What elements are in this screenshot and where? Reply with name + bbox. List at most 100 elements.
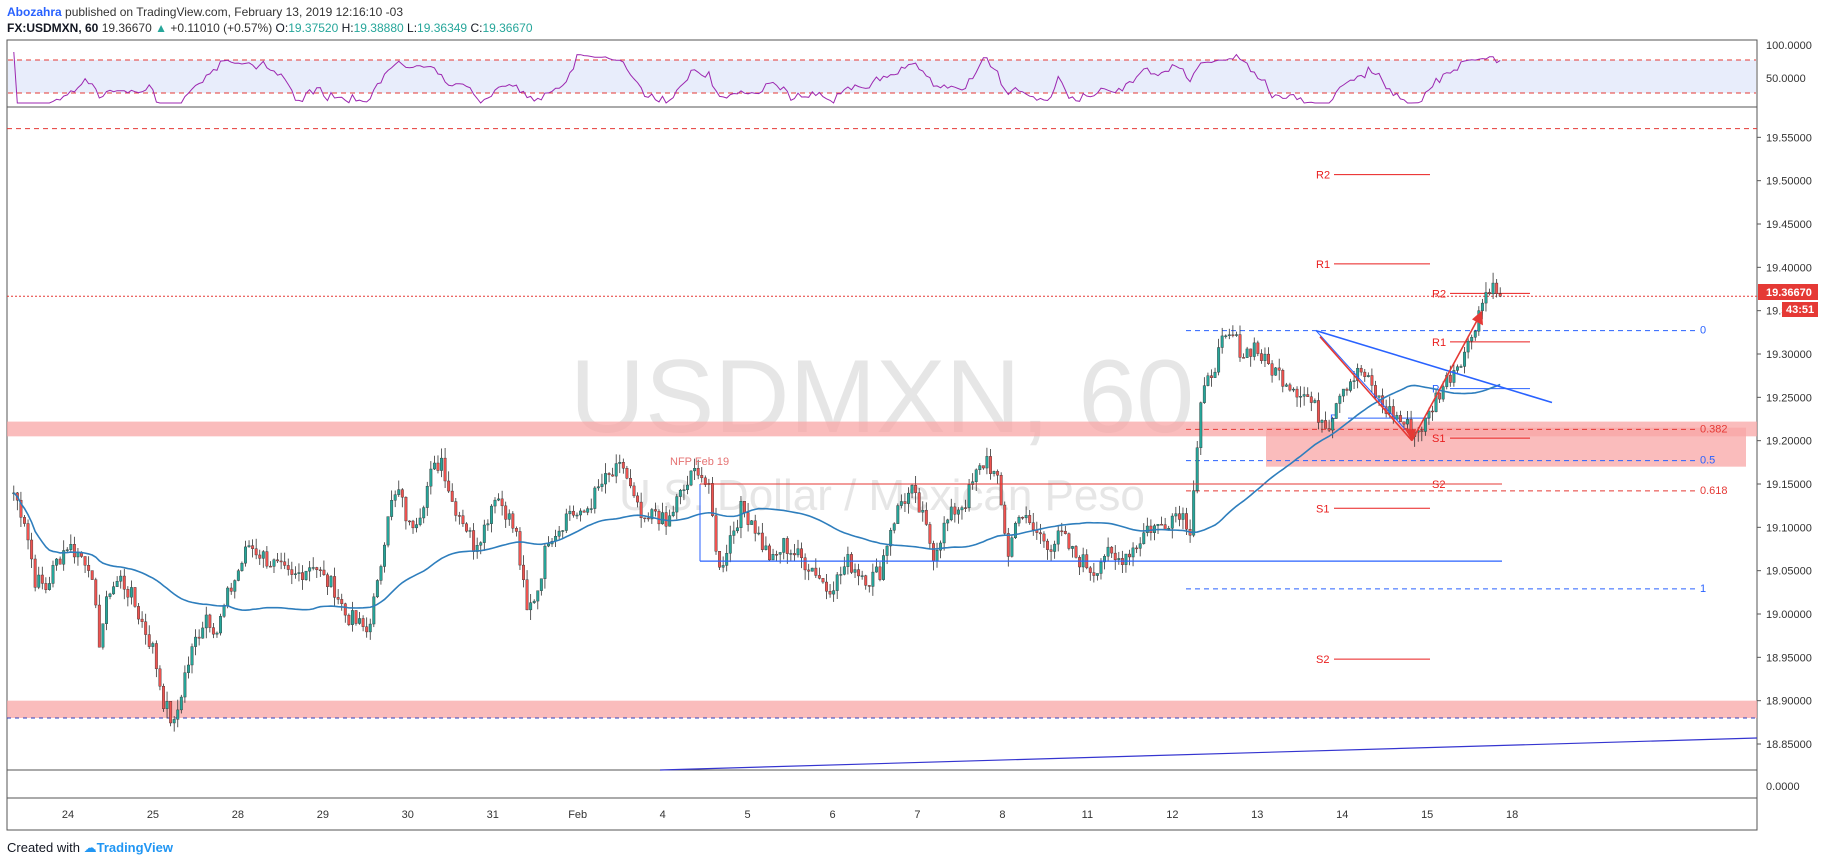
candle-body xyxy=(600,483,604,487)
candle-body xyxy=(632,485,636,497)
candle-body xyxy=(268,565,272,568)
nfp-annotation: NFP Feb 19 xyxy=(670,456,729,468)
candle-body xyxy=(440,457,443,471)
candles-layer xyxy=(12,272,1502,732)
candle-body xyxy=(561,530,565,532)
candle-body xyxy=(996,471,1000,476)
time-tick-label: 11 xyxy=(1082,809,1093,821)
candle-body xyxy=(333,576,337,598)
candle-body xyxy=(1359,367,1363,373)
candle-body xyxy=(1398,415,1402,422)
candle-body xyxy=(162,685,165,709)
candle-body xyxy=(1092,572,1096,576)
candle-body xyxy=(689,470,693,486)
candle-body xyxy=(1423,417,1427,432)
candle-body xyxy=(1299,395,1303,398)
candle-body xyxy=(1017,516,1021,524)
candle-body xyxy=(23,517,26,524)
candle-body xyxy=(511,513,515,529)
candle-body xyxy=(1470,337,1474,342)
candle-body xyxy=(172,719,176,724)
candle-body xyxy=(322,569,326,576)
time-tick-label: 31 xyxy=(487,809,499,821)
candle-body xyxy=(618,461,622,464)
candle-body xyxy=(522,564,525,580)
candle-body xyxy=(825,581,828,592)
candle-body xyxy=(72,544,76,558)
long-trendline xyxy=(659,737,1758,771)
candle-body xyxy=(211,627,215,635)
candle-body xyxy=(575,514,579,517)
candle-body xyxy=(596,486,600,489)
candle-body xyxy=(368,623,372,633)
candle-body xyxy=(892,523,896,531)
candle-body xyxy=(743,501,746,513)
zones-layer xyxy=(7,421,1757,718)
candle-body xyxy=(286,565,290,570)
candle-body xyxy=(308,567,312,572)
pivot-label: S1 xyxy=(1316,503,1329,515)
candle-body xyxy=(19,499,23,518)
candle-body xyxy=(393,494,397,501)
candle-body xyxy=(564,513,568,531)
candle-body xyxy=(1349,381,1352,391)
candle-body xyxy=(97,604,101,648)
candle-body xyxy=(404,496,408,522)
candle-body xyxy=(1060,530,1064,533)
candle-body xyxy=(718,551,722,568)
candle-body xyxy=(361,618,365,627)
candle-body xyxy=(479,542,483,546)
time-tick-label: 5 xyxy=(745,809,751,821)
candle-body xyxy=(276,559,280,562)
candle-body xyxy=(593,487,597,509)
candle-body xyxy=(1495,282,1499,294)
author-name[interactable]: Abozahra xyxy=(7,5,62,19)
candle-body xyxy=(1078,557,1082,568)
candle-body xyxy=(871,571,875,587)
candle-body xyxy=(105,596,108,624)
candle-body xyxy=(1341,388,1345,397)
candle-body xyxy=(1156,524,1160,526)
candle-body xyxy=(1327,428,1331,431)
volume-tick-0: 0.0000 xyxy=(1766,781,1800,793)
candle-body xyxy=(165,701,169,709)
candle-body xyxy=(1046,540,1049,550)
candle-body xyxy=(1174,513,1178,517)
candle-body xyxy=(1049,549,1053,552)
time-tick-label: 4 xyxy=(660,809,666,821)
candle-body xyxy=(981,465,985,469)
candle-body xyxy=(183,672,187,698)
candle-body xyxy=(144,621,148,635)
candle-body xyxy=(400,489,404,498)
candle-body xyxy=(914,485,918,493)
candle-body xyxy=(418,517,422,525)
candle-body xyxy=(1234,334,1238,336)
candle-body xyxy=(290,569,294,575)
candle-body xyxy=(579,510,583,516)
tradingview-link[interactable]: TradingView xyxy=(96,840,173,855)
candle-body xyxy=(87,565,91,571)
candle-body xyxy=(65,549,69,551)
candle-body xyxy=(621,461,625,469)
candle-body xyxy=(967,484,971,509)
candle-body xyxy=(1488,292,1491,295)
candle-body xyxy=(1313,400,1317,403)
candle-body xyxy=(1441,386,1445,400)
candle-body xyxy=(757,532,761,535)
candle-body xyxy=(946,519,950,524)
candle-body xyxy=(354,610,358,624)
candle-body xyxy=(329,576,333,587)
high-value: 19.38880 xyxy=(353,21,404,35)
price-tick-label: 19.10000 xyxy=(1766,522,1812,534)
candle-body xyxy=(94,579,98,606)
candle-body xyxy=(896,505,900,524)
candle-body xyxy=(1498,293,1502,297)
candle-body xyxy=(1213,371,1217,378)
candle-body xyxy=(347,614,351,625)
candle-body xyxy=(133,587,137,607)
candle-body xyxy=(436,462,440,471)
candle-body xyxy=(671,511,675,516)
candle-body xyxy=(1270,363,1274,376)
candle-body xyxy=(1010,537,1014,557)
